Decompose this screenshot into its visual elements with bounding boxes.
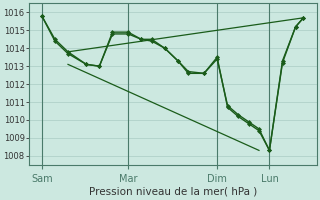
X-axis label: Pression niveau de la mer( hPa ): Pression niveau de la mer( hPa )	[89, 187, 257, 197]
